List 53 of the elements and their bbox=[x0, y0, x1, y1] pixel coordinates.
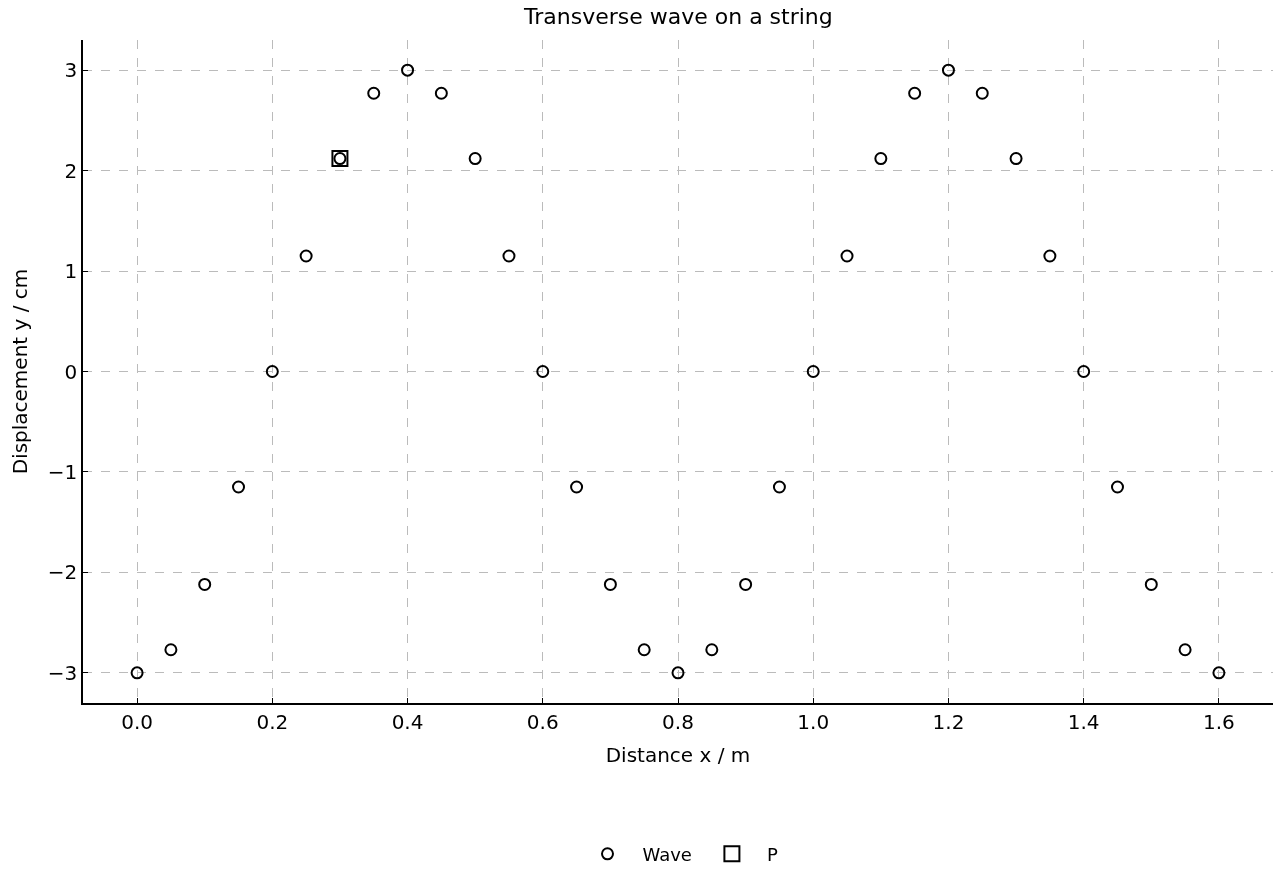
point bbox=[265, 365, 279, 378]
x-axis-title: Distance x / m bbox=[605, 742, 751, 767]
point bbox=[874, 152, 888, 166]
point bbox=[806, 365, 820, 378]
point bbox=[1077, 365, 1091, 378]
point bbox=[502, 249, 516, 263]
y-tick-label: 2 bbox=[64, 158, 78, 183]
point bbox=[637, 643, 651, 657]
x-tick-label: 0.6 bbox=[526, 709, 559, 734]
point bbox=[739, 577, 753, 591]
point bbox=[772, 480, 786, 494]
point bbox=[1212, 666, 1226, 680]
y-tick-label: −1 bbox=[47, 459, 78, 484]
point bbox=[130, 666, 144, 680]
point bbox=[1043, 249, 1057, 263]
x-tick-label: 1.2 bbox=[932, 709, 965, 734]
y-tick-label: −3 bbox=[47, 660, 78, 685]
x-tick-label: 0.0 bbox=[121, 709, 153, 734]
point bbox=[1110, 480, 1124, 494]
point bbox=[299, 249, 313, 263]
legend-label: Wave bbox=[642, 843, 692, 865]
y-tick-label: −2 bbox=[47, 560, 78, 585]
point bbox=[1144, 577, 1158, 591]
point bbox=[1009, 152, 1023, 166]
point bbox=[434, 86, 448, 100]
point bbox=[468, 152, 482, 166]
y-axis-title: Displacement y / cm bbox=[7, 268, 32, 475]
point bbox=[1178, 643, 1192, 657]
point bbox=[536, 365, 550, 378]
x-tick-label: 0.2 bbox=[256, 709, 289, 734]
x-tick-label: 1.0 bbox=[797, 709, 830, 734]
x-tick-label: 0.4 bbox=[391, 709, 424, 734]
point bbox=[975, 86, 989, 100]
point bbox=[603, 577, 617, 591]
point bbox=[401, 63, 415, 77]
x-tick-label: 1.6 bbox=[1203, 709, 1235, 734]
point bbox=[671, 666, 685, 680]
x-tick-label: 1.4 bbox=[1067, 709, 1100, 734]
y-tick-label: 0 bbox=[64, 359, 78, 384]
legend-label: P bbox=[766, 843, 778, 865]
point bbox=[367, 86, 381, 100]
y-tick-label: 1 bbox=[64, 259, 78, 284]
point bbox=[232, 480, 246, 494]
point bbox=[941, 63, 955, 77]
point bbox=[705, 643, 719, 657]
point bbox=[840, 249, 854, 263]
point bbox=[164, 643, 178, 657]
y-tick-label: 3 bbox=[64, 58, 78, 83]
chart-title: Transverse wave on a string bbox=[523, 4, 833, 30]
point bbox=[198, 577, 212, 591]
point bbox=[908, 86, 922, 100]
x-tick-label: 0.8 bbox=[662, 709, 694, 734]
point bbox=[570, 480, 584, 494]
